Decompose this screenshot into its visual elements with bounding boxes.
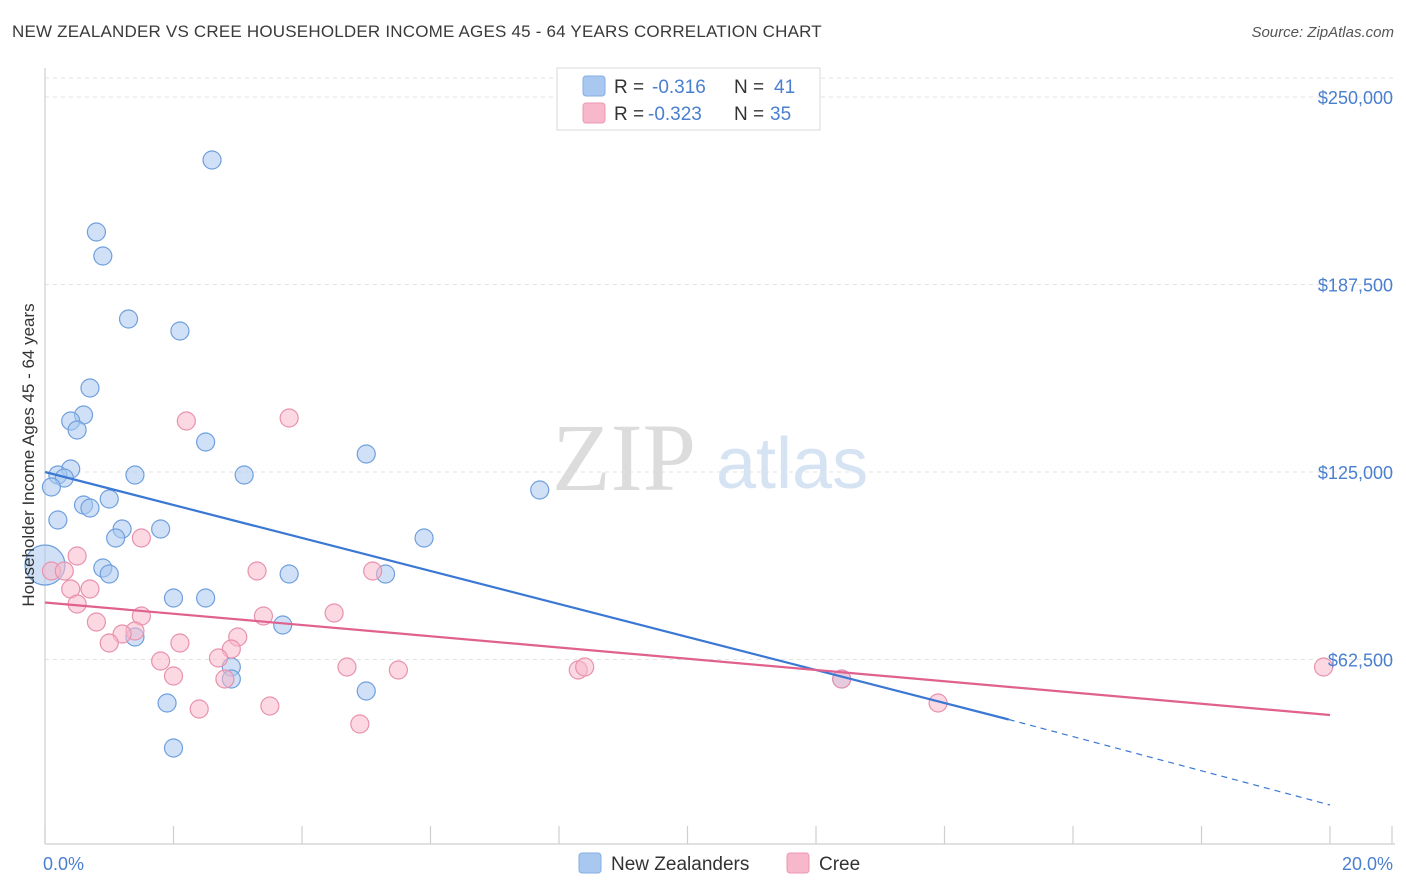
data-point bbox=[163, 588, 184, 608]
data-point bbox=[131, 528, 151, 548]
trend-line-cree bbox=[44, 601, 1331, 717]
grid-lines bbox=[45, 77, 1395, 660]
watermark-zip: ZIP bbox=[552, 404, 696, 511]
legend-r-value-1: -0.316 bbox=[652, 77, 706, 98]
data-point bbox=[350, 714, 370, 734]
data-point bbox=[388, 660, 408, 680]
y-tick-label: $250,000 bbox=[1318, 88, 1393, 108]
data-point bbox=[99, 489, 119, 509]
data-point bbox=[163, 666, 184, 686]
data-point bbox=[80, 579, 100, 599]
data-point bbox=[324, 603, 344, 623]
data-point bbox=[530, 480, 550, 500]
data-point bbox=[260, 696, 280, 716]
y-tick-label: $62,500 bbox=[1328, 651, 1393, 671]
watermark: ZIP atlas bbox=[552, 404, 868, 511]
data-point bbox=[196, 588, 216, 608]
x-tick-label: 0.0% bbox=[43, 854, 84, 874]
legend-bottom-label-1: New Zealanders bbox=[611, 854, 749, 875]
data-point bbox=[86, 222, 107, 242]
data-point bbox=[151, 651, 171, 671]
legend-n-label-2: N = bbox=[734, 104, 764, 125]
legend-swatch-pink bbox=[582, 102, 606, 124]
legend-n-value-2: 35 bbox=[770, 104, 791, 125]
trend-lines bbox=[44, 470, 1331, 806]
legend-n-label-1: N = bbox=[734, 77, 764, 98]
y-tick-label: $187,500 bbox=[1318, 276, 1393, 296]
legend-r-label-2: R = bbox=[614, 104, 644, 125]
data-point bbox=[99, 633, 119, 653]
data-point bbox=[273, 615, 293, 635]
y-tick-labels: $250,000 $187,500 $125,000 $62,500 bbox=[1318, 88, 1393, 671]
data-point bbox=[1313, 657, 1334, 677]
data-point bbox=[118, 309, 139, 329]
legend-bottom-swatch-pink bbox=[786, 852, 810, 874]
y-axis-label: Householder Income Ages 45 - 64 years bbox=[19, 303, 38, 606]
data-point bbox=[41, 477, 62, 497]
legend-swatch-blue bbox=[582, 75, 606, 97]
data-point bbox=[151, 519, 171, 539]
data-point bbox=[170, 321, 190, 341]
x-tick-labels: 0.0% 20.0% bbox=[43, 854, 1393, 874]
y-tick-label: $125,000 bbox=[1318, 463, 1393, 483]
legend-top: R = -0.316 N = 41 R = -0.323 N = 35 bbox=[556, 67, 821, 131]
data-point bbox=[93, 246, 113, 266]
legend-r-label-1: R = bbox=[614, 77, 644, 98]
legend-n-value-1: 41 bbox=[774, 77, 795, 98]
data-point bbox=[67, 546, 87, 566]
legend-bottom-swatch-blue bbox=[578, 852, 602, 874]
data-point bbox=[356, 444, 376, 464]
data-point bbox=[208, 648, 229, 668]
data-point bbox=[363, 561, 383, 581]
data-point bbox=[157, 693, 177, 713]
data-point bbox=[48, 510, 68, 530]
legend-bottom: New Zealanders Cree bbox=[578, 852, 860, 875]
data-point bbox=[106, 528, 126, 548]
data-point bbox=[80, 498, 100, 518]
data-point bbox=[356, 681, 376, 701]
data-point bbox=[279, 408, 299, 428]
source-label: Source: ZipAtlas.com bbox=[1251, 24, 1394, 41]
chart-title: NEW ZEALANDER VS CREE HOUSEHOLDER INCOME… bbox=[12, 22, 822, 41]
legend-bottom-label-2: Cree bbox=[819, 854, 860, 875]
data-point bbox=[170, 633, 190, 653]
data-point bbox=[54, 561, 74, 581]
trend-line-new-zealanders-extension bbox=[1008, 718, 1331, 806]
data-point bbox=[125, 465, 145, 485]
data-point bbox=[189, 699, 209, 719]
legend-r-value-2: -0.323 bbox=[648, 104, 702, 125]
data-point bbox=[202, 150, 222, 170]
data-point bbox=[575, 657, 595, 677]
data-point bbox=[80, 378, 100, 398]
data-point bbox=[337, 657, 357, 677]
data-point bbox=[414, 528, 434, 548]
data-point bbox=[247, 561, 267, 581]
data-point bbox=[215, 669, 235, 689]
trend-line-new-zealanders bbox=[44, 470, 1010, 721]
data-point bbox=[176, 411, 196, 431]
data-point bbox=[196, 432, 216, 452]
data-point bbox=[67, 420, 87, 440]
data-point bbox=[234, 465, 254, 485]
data-point bbox=[99, 564, 119, 584]
axes bbox=[44, 68, 1395, 845]
data-point bbox=[279, 564, 299, 584]
data-point bbox=[86, 612, 107, 632]
x-tick-label: 20.0% bbox=[1342, 854, 1393, 874]
watermark-atlas: atlas bbox=[716, 424, 868, 504]
data-point bbox=[163, 738, 184, 758]
